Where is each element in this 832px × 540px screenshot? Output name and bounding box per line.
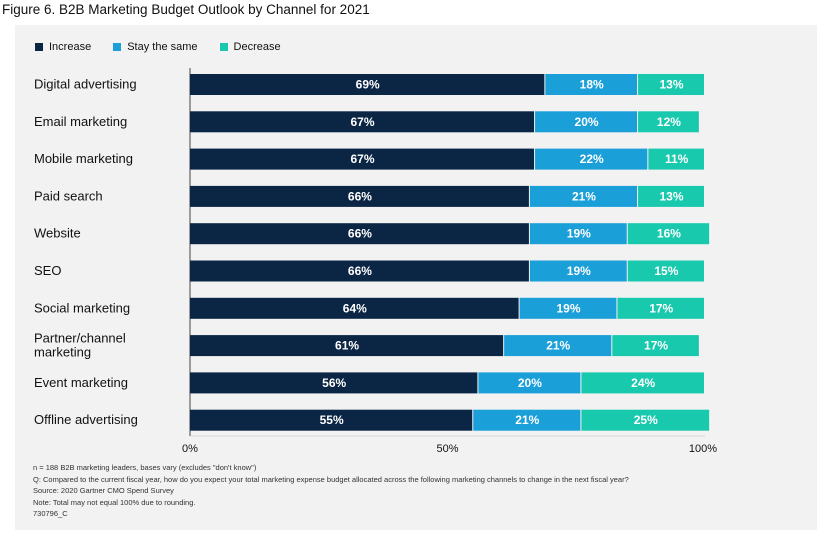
data-label-increase-seo: 66% <box>348 264 372 278</box>
data-label-stay-the-same-paid-search: 21% <box>572 189 596 203</box>
data-label-stay-the-same-seo: 19% <box>567 264 591 278</box>
data-label-decrease-paid-search: 13% <box>660 189 684 203</box>
category-label-partner-channel-marketing: Partner/channel marketing <box>34 331 126 360</box>
category-label-line: marketing <box>34 345 91 360</box>
bar-stay-the-same-paid-search <box>529 185 638 207</box>
bar-increase-paid-search <box>190 185 529 207</box>
data-label-decrease-digital-advertising: 13% <box>660 78 684 92</box>
category-label-email-marketing: Email marketing <box>34 114 127 129</box>
bar-stay-the-same-partner-channel-marketing <box>504 335 612 357</box>
bar-stay-the-same-digital-advertising <box>545 74 638 95</box>
data-label-stay-the-same-digital-advertising: 18% <box>580 78 604 92</box>
data-label-increase-mobile-marketing: 67% <box>351 152 375 166</box>
x-tick-label-100: 100% <box>689 443 717 455</box>
category-label-line: Partner/channel <box>34 331 126 346</box>
data-label-decrease-event-marketing: 24% <box>631 376 655 390</box>
data-label-increase-paid-search: 66% <box>348 189 372 203</box>
legend-swatch-decrease <box>219 43 228 51</box>
bar-increase-event-marketing <box>190 372 478 394</box>
data-label-increase-email-marketing: 67% <box>351 115 375 129</box>
bar-increase-offline-advertising <box>190 409 473 431</box>
legend-label-increase: Increase <box>49 41 92 53</box>
data-label-stay-the-same-email-marketing: 20% <box>575 115 599 129</box>
bar-decrease-event-marketing <box>581 372 704 394</box>
bar-stay-the-same-seo <box>529 260 627 282</box>
category-label-offline-advertising: Offline advertising <box>34 412 138 427</box>
bar-stay-the-same-offline-advertising <box>473 409 581 431</box>
data-label-stay-the-same-website: 19% <box>567 227 591 241</box>
bar-stay-the-same-event-marketing <box>478 372 581 394</box>
data-label-increase-digital-advertising: 69% <box>356 78 380 92</box>
data-label-decrease-partner-channel-marketing: 17% <box>644 339 668 353</box>
data-label-increase-website: 66% <box>348 227 372 241</box>
data-label-increase-partner-channel-marketing: 61% <box>335 339 359 353</box>
bar-increase-website <box>190 223 529 245</box>
category-label-event-marketing: Event marketing <box>34 375 128 390</box>
data-label-decrease-email-marketing: 12% <box>657 115 681 129</box>
bar-decrease-social-marketing <box>617 297 704 319</box>
bar-decrease-paid-search <box>638 185 704 207</box>
bar-decrease-website <box>627 223 710 245</box>
data-label-decrease-offline-advertising: 25% <box>634 413 658 427</box>
note-question: Q: Compared to the current fiscal year, … <box>33 474 629 484</box>
category-label-paid-search: Paid search <box>34 188 103 203</box>
chart-notes: n = 188 B2B marketing leaders, bases var… <box>33 462 629 520</box>
legend-label-stay-the-same: Stay the same <box>127 41 198 53</box>
bar-stay-the-same-mobile-marketing <box>535 148 648 170</box>
bar-increase-mobile-marketing <box>190 148 535 170</box>
bar-decrease-digital-advertising <box>638 74 704 95</box>
note-source: Source: 2020 Gartner CMO Spend Survey <box>33 486 174 495</box>
note-sample-size: n = 188 B2B marketing leaders, bases var… <box>33 463 257 472</box>
data-label-stay-the-same-event-marketing: 20% <box>518 376 542 390</box>
x-tick-label-0: 0% <box>182 443 198 455</box>
data-label-decrease-seo: 15% <box>654 264 678 278</box>
bar-decrease-offline-advertising <box>581 409 710 431</box>
category-label-social-marketing: Social marketing <box>34 300 130 315</box>
bar-increase-email-marketing <box>190 111 535 133</box>
data-label-stay-the-same-mobile-marketing: 22% <box>580 152 604 166</box>
data-label-increase-offline-advertising: 55% <box>320 413 344 427</box>
data-label-increase-social-marketing: 64% <box>343 301 367 315</box>
data-label-increase-event-marketing: 56% <box>322 376 346 390</box>
chart-title: Figure 6. B2B Marketing Budget Outlook b… <box>2 2 370 17</box>
category-label-digital-advertising: Digital advertising <box>34 77 137 92</box>
bar-decrease-mobile-marketing <box>648 148 704 170</box>
legend-item-increase: Increase <box>35 41 91 53</box>
data-label-decrease-social-marketing: 17% <box>649 301 673 315</box>
data-label-stay-the-same-offline-advertising: 21% <box>515 413 539 427</box>
legend-swatch-increase <box>35 43 43 51</box>
legend-label-decrease: Decrease <box>233 41 281 53</box>
bar-decrease-seo <box>627 260 704 282</box>
legend-swatch-stay-the-same <box>113 43 122 51</box>
bar-stay-the-same-social-marketing <box>519 297 617 319</box>
category-label-mobile-marketing: Mobile marketing <box>34 151 133 166</box>
legend-item-decrease: Decrease <box>219 41 281 53</box>
data-label-decrease-website: 16% <box>657 227 681 241</box>
bar-increase-seo <box>190 260 529 282</box>
data-label-stay-the-same-social-marketing: 19% <box>557 301 581 315</box>
bar-stay-the-same-email-marketing <box>535 111 638 133</box>
category-label-website: Website <box>34 226 81 241</box>
legend: Increase Stay the same Decrease <box>35 41 281 53</box>
note-rounding: Note: Total may not equal 100% due to ro… <box>33 497 196 507</box>
x-tick-label-50: 50% <box>436 443 458 455</box>
data-label-decrease-mobile-marketing: 11% <box>665 152 689 166</box>
bar-increase-social-marketing <box>190 297 519 319</box>
legend-item-stay-the-same: Stay the same <box>113 41 198 53</box>
data-label-stay-the-same-partner-channel-marketing: 21% <box>546 339 570 353</box>
bar-stay-the-same-website <box>529 223 627 245</box>
note-id: 730796_C <box>33 509 68 518</box>
category-label-seo: SEO <box>34 263 61 278</box>
bar-decrease-partner-channel-marketing <box>612 335 699 357</box>
bar-increase-digital-advertising <box>190 74 545 95</box>
bar-increase-partner-channel-marketing <box>190 335 504 357</box>
bar-decrease-email-marketing <box>638 111 699 133</box>
